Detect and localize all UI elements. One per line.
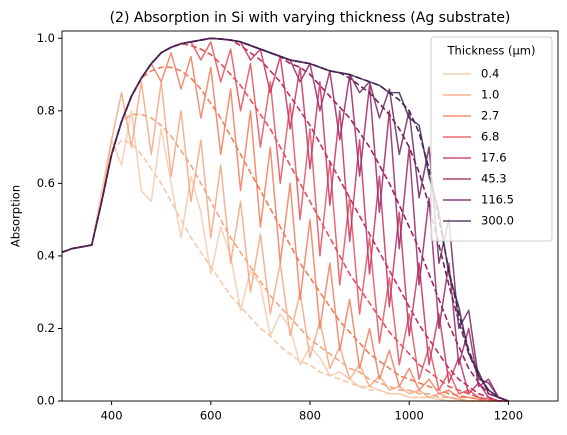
legend-label: 17.6 bbox=[481, 151, 507, 165]
dashed-line bbox=[61, 42, 509, 402]
legend-box bbox=[430, 36, 553, 242]
legend-label: 300.0 bbox=[481, 214, 514, 228]
legend-label: 0.4 bbox=[481, 67, 499, 81]
y-axis-label: Absorption bbox=[9, 185, 23, 247]
y-tick-label: 0.8 bbox=[37, 103, 55, 117]
x-tick-label: 1200 bbox=[494, 409, 523, 423]
y-tick-label: 0.6 bbox=[37, 176, 55, 190]
legend-label: 116.5 bbox=[481, 193, 514, 207]
legend-title: Thickness (μm) bbox=[447, 44, 536, 58]
y-tick-label: 0.2 bbox=[37, 321, 55, 335]
legend: Thickness (μm) 0.4 1.0 2.7 6.8 17.6 45.3 116.5 3… bbox=[430, 36, 553, 242]
x-tick-label: 600 bbox=[200, 409, 222, 423]
dashed-line bbox=[61, 113, 509, 402]
legend-label: 6.8 bbox=[481, 130, 499, 144]
legend-label: 1.0 bbox=[481, 88, 499, 102]
dashed-line bbox=[61, 66, 509, 402]
plot-area bbox=[61, 37, 509, 402]
x-tick-label: 800 bbox=[299, 409, 321, 423]
y-tick-label: 1.0 bbox=[37, 31, 55, 45]
y-tick-label: 0.0 bbox=[37, 394, 55, 408]
y-tick-label: 0.4 bbox=[37, 248, 55, 262]
legend-label: 45.3 bbox=[481, 172, 507, 186]
x-tick-label: 1000 bbox=[395, 409, 424, 423]
chart-title: (2) Absorption in Si with varying thickn… bbox=[110, 10, 511, 26]
legend-label: 2.7 bbox=[481, 109, 499, 123]
x-tick-label: 400 bbox=[101, 409, 123, 423]
dashed-line bbox=[61, 138, 509, 402]
